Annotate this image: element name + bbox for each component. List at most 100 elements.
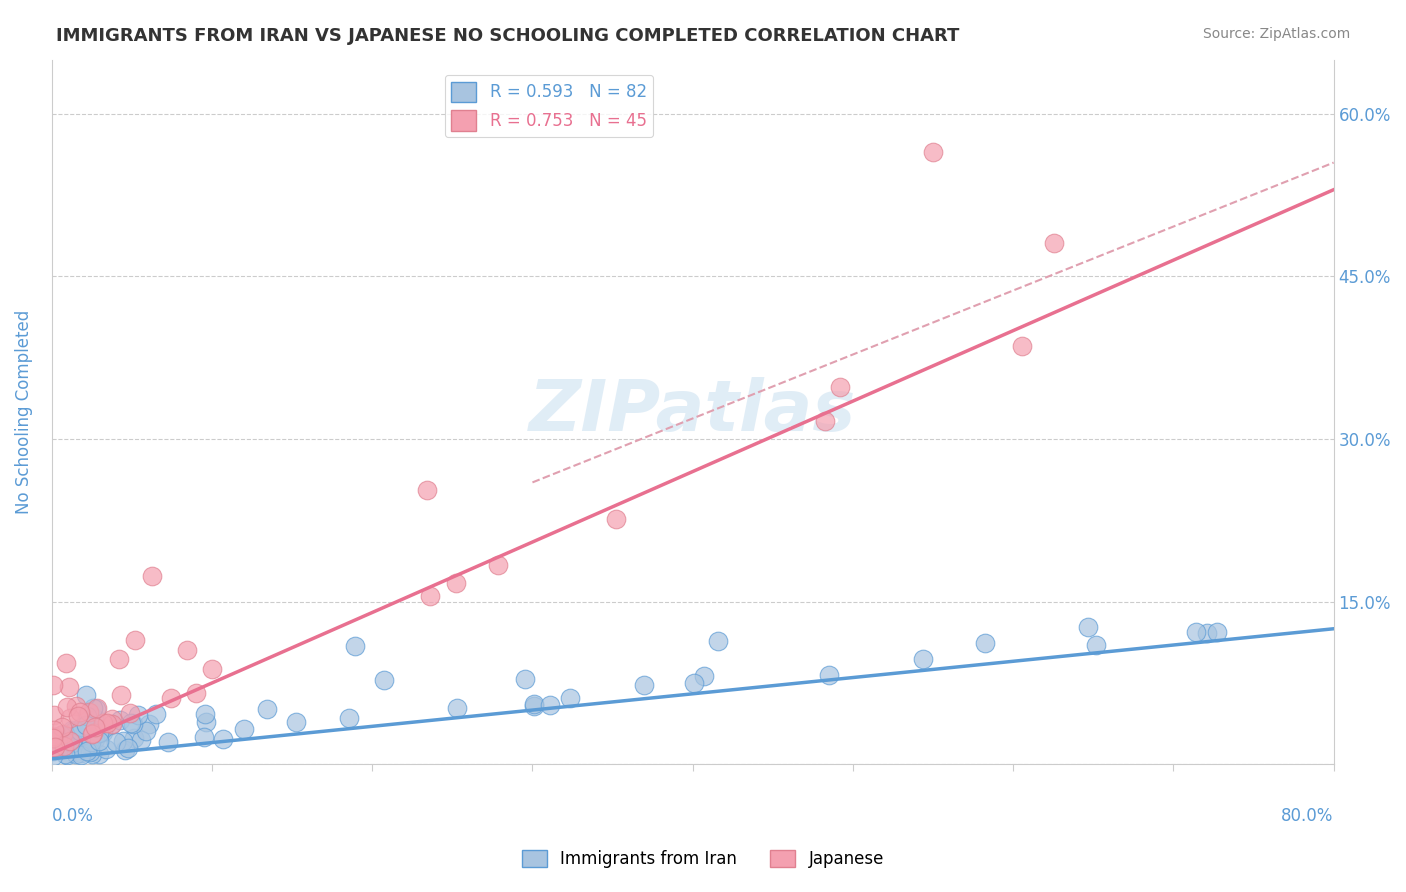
Point <box>828 380 851 394</box>
Point <box>114 743 136 757</box>
Text: ZIPatlas: ZIPatlas <box>529 377 856 446</box>
Point <box>343 640 366 654</box>
Point <box>79 745 101 759</box>
Point <box>157 735 180 749</box>
Point <box>138 717 160 731</box>
Point <box>232 722 254 736</box>
Point <box>523 698 546 713</box>
Point <box>605 512 627 526</box>
Text: Source: ZipAtlas.com: Source: ZipAtlas.com <box>1202 27 1350 41</box>
Point <box>184 686 207 700</box>
Point <box>522 698 544 712</box>
Point <box>80 726 103 740</box>
Point <box>444 576 467 591</box>
Point <box>446 700 468 714</box>
Point <box>91 716 114 731</box>
Point <box>83 720 105 734</box>
Point <box>1077 620 1099 634</box>
Point <box>105 735 128 749</box>
Point <box>44 740 66 755</box>
Point <box>285 715 308 730</box>
Point <box>82 726 104 740</box>
Point <box>160 691 183 706</box>
Point <box>82 747 104 761</box>
Point <box>1206 624 1229 639</box>
Point <box>100 718 122 732</box>
Point <box>52 739 75 753</box>
Point <box>416 483 439 497</box>
Point <box>84 731 107 746</box>
Point <box>1043 235 1066 250</box>
Point <box>53 747 76 762</box>
Point <box>60 723 83 738</box>
Point <box>62 723 84 738</box>
Point <box>69 706 91 720</box>
Point <box>111 734 134 748</box>
Point <box>70 747 93 761</box>
Point <box>201 662 224 676</box>
Point <box>110 688 132 702</box>
Point <box>42 740 65 755</box>
Point <box>122 731 145 745</box>
Point <box>683 675 706 690</box>
Point <box>419 589 441 603</box>
Point <box>538 698 561 712</box>
Point <box>59 711 82 725</box>
Point <box>62 736 84 750</box>
Point <box>91 725 114 739</box>
Point <box>65 747 87 761</box>
Point <box>80 735 103 749</box>
Point <box>486 558 509 572</box>
Point <box>82 701 104 715</box>
Point <box>110 713 132 727</box>
Point <box>145 706 167 721</box>
Point <box>86 701 108 715</box>
Point <box>76 744 98 758</box>
Point <box>75 688 97 702</box>
Point <box>49 728 72 742</box>
Point <box>84 701 107 715</box>
Point <box>42 744 65 758</box>
Y-axis label: No Schooling Completed: No Schooling Completed <box>15 310 32 514</box>
Point <box>108 652 131 666</box>
Point <box>45 741 67 756</box>
Point <box>79 706 101 720</box>
Point <box>193 730 215 744</box>
Point <box>42 731 65 745</box>
Point <box>58 734 80 748</box>
Legend: R = 0.593   N = 82, R = 0.753   N = 45: R = 0.593 N = 82, R = 0.753 N = 45 <box>444 75 654 137</box>
Point <box>66 708 89 723</box>
Point <box>818 667 841 681</box>
Point <box>69 724 91 739</box>
Point <box>65 698 87 713</box>
Point <box>135 724 157 739</box>
Point <box>141 569 163 583</box>
Point <box>55 738 77 752</box>
Point <box>1084 639 1107 653</box>
Point <box>212 732 235 747</box>
Point <box>256 701 278 715</box>
Point <box>86 712 108 726</box>
Point <box>1185 625 1208 640</box>
Point <box>44 708 66 723</box>
Point <box>1011 339 1033 353</box>
Point <box>337 711 360 725</box>
Point <box>96 741 118 756</box>
Point <box>46 733 69 747</box>
Point <box>56 699 79 714</box>
Point <box>120 716 142 731</box>
Point <box>72 743 94 757</box>
Point <box>124 633 146 648</box>
Point <box>79 730 101 744</box>
Point <box>42 678 65 692</box>
Point <box>89 733 111 747</box>
Point <box>45 740 67 755</box>
Point <box>194 707 217 722</box>
Point <box>922 145 945 159</box>
Point <box>75 718 97 732</box>
Point <box>100 717 122 731</box>
Point <box>51 721 73 735</box>
Point <box>77 722 100 736</box>
Point <box>814 414 837 428</box>
Point <box>118 706 141 720</box>
